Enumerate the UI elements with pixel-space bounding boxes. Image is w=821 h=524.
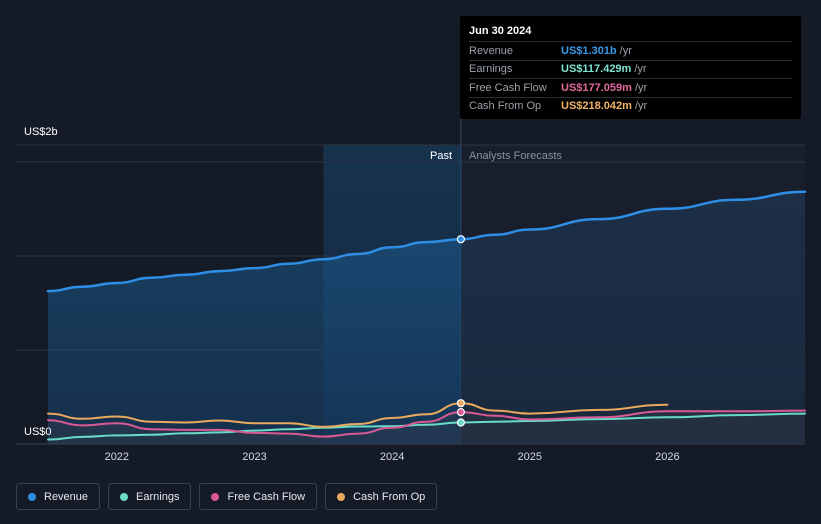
tooltip-date: Jun 30 2024	[469, 25, 532, 37]
legend-label: Earnings	[136, 490, 180, 503]
tooltip: Jun 30 2024 Revenue US$1.301b /yr Earnin…	[460, 16, 801, 119]
legend-dot-icon	[211, 492, 220, 501]
tooltip-row-earnings: Earnings US$117.429m /yr	[469, 59, 792, 79]
revenue-marker	[456, 235, 466, 244]
legend: Revenue Earnings Free Cash Flow Cash Fro…	[16, 483, 438, 510]
y-axis-bottom-label: US$0	[24, 426, 52, 438]
tooltip-label: Revenue	[469, 44, 514, 57]
tooltip-label: Cash From Op	[469, 100, 542, 113]
hover-markers	[456, 235, 466, 427]
legend-label: Free Cash Flow	[227, 490, 306, 503]
revenue-line	[46, 190, 807, 293]
tooltip-unit: /yr	[634, 63, 647, 76]
legend-item-revenue[interactable]: Revenue	[16, 483, 101, 510]
tooltip-row-cash-from-op: Cash From Op US$218.042m /yr	[469, 96, 792, 116]
tooltip-value: US$1.301b	[561, 44, 617, 57]
free-cash-flow-marker	[456, 407, 466, 417]
revenue-area-forecast	[460, 191, 805, 444]
tooltip-unit: /yr	[619, 44, 632, 57]
tooltip-label: Free Cash Flow	[469, 81, 547, 94]
tooltip-row-free-cash-flow: Free Cash Flow US$177.059m /yr	[469, 78, 792, 97]
earnings-marker	[456, 418, 466, 427]
free-cash-flow-line	[47, 409, 806, 438]
x-tick-label: 2024	[379, 451, 405, 463]
revenue-area-past	[48, 239, 461, 444]
earnings-line	[47, 412, 806, 441]
tooltip-value: US$218.042m	[561, 100, 632, 113]
legend-label: Cash From Op	[353, 490, 426, 503]
legend-label: Revenue	[44, 490, 89, 503]
x-tick-label: 2026	[655, 451, 680, 463]
tooltip-value: US$177.059m	[561, 81, 632, 94]
tooltip-unit: /yr	[634, 100, 648, 113]
cash-from-op-marker	[456, 399, 466, 408]
series-areas	[48, 191, 805, 444]
tooltip-row-revenue: Revenue US$1.301b /yr	[469, 41, 792, 60]
legend-dot-icon	[120, 492, 129, 501]
tooltip-value: US$117.429m	[561, 63, 632, 76]
series-lines	[46, 190, 807, 441]
legend-item-free-cash-flow[interactable]: Free Cash Flow	[199, 483, 318, 510]
legend-item-cash-from-op[interactable]: Cash From Op	[325, 483, 438, 510]
cash-from-op-line	[47, 402, 669, 428]
x-tick-label: 2023	[242, 451, 267, 463]
x-tick-label: 2022	[104, 451, 130, 463]
tooltip-label: Earnings	[469, 63, 513, 76]
x-tick-label: 2025	[517, 451, 542, 463]
past-label: Past	[430, 150, 453, 162]
y-axis-top-label: US$2b	[24, 126, 58, 138]
forecast-label: Analysts Forecasts	[469, 150, 562, 162]
legend-dot-icon	[337, 492, 346, 501]
tooltip-unit: /yr	[634, 81, 648, 94]
legend-item-earnings[interactable]: Earnings	[108, 483, 192, 510]
legend-dot-icon	[28, 492, 36, 501]
